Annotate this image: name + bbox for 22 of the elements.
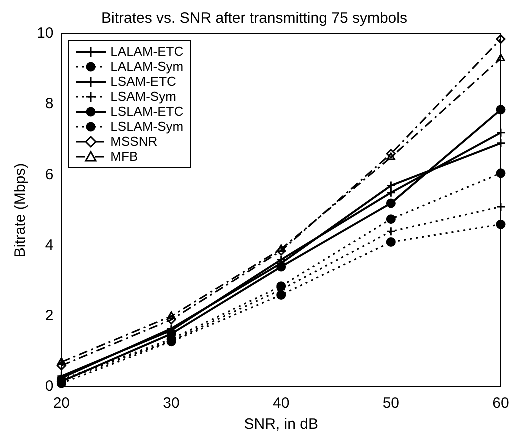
chart-title: Bitrates vs. SNR after transmitting 75 symbols: [102, 10, 408, 28]
x-tick-label: 30: [163, 395, 180, 412]
y-tick-label: 10: [36, 25, 54, 42]
legend-label: LALAM-ETC: [110, 44, 184, 59]
x-tick-label: 50: [382, 395, 400, 412]
y-tick-label: 2: [45, 308, 54, 325]
legend-label: MFB: [110, 149, 138, 164]
legend-label: LSLAM-Sym: [110, 119, 184, 134]
x-tick-label: 40: [273, 395, 290, 412]
legend-label: LSAM-ETC: [110, 74, 176, 89]
y-tick-label: 4: [45, 236, 54, 254]
x-tick-label: 60: [492, 395, 510, 412]
x-axis-title: SNR, in dB: [244, 416, 318, 434]
legend-label: LSLAM-ETC: [110, 104, 184, 119]
legend-label: MSSNR: [110, 134, 158, 149]
y-tick-label: 8: [45, 96, 54, 113]
y-axis-title: Bitrate (Mbps): [12, 163, 30, 258]
y-tick-label: 0: [45, 378, 54, 396]
legend-label: LALAM-Sym: [110, 59, 184, 74]
x-tick-label: 20: [53, 395, 70, 412]
y-tick-label: 6: [45, 166, 54, 184]
legend-label: LSAM-Sym: [110, 89, 176, 104]
